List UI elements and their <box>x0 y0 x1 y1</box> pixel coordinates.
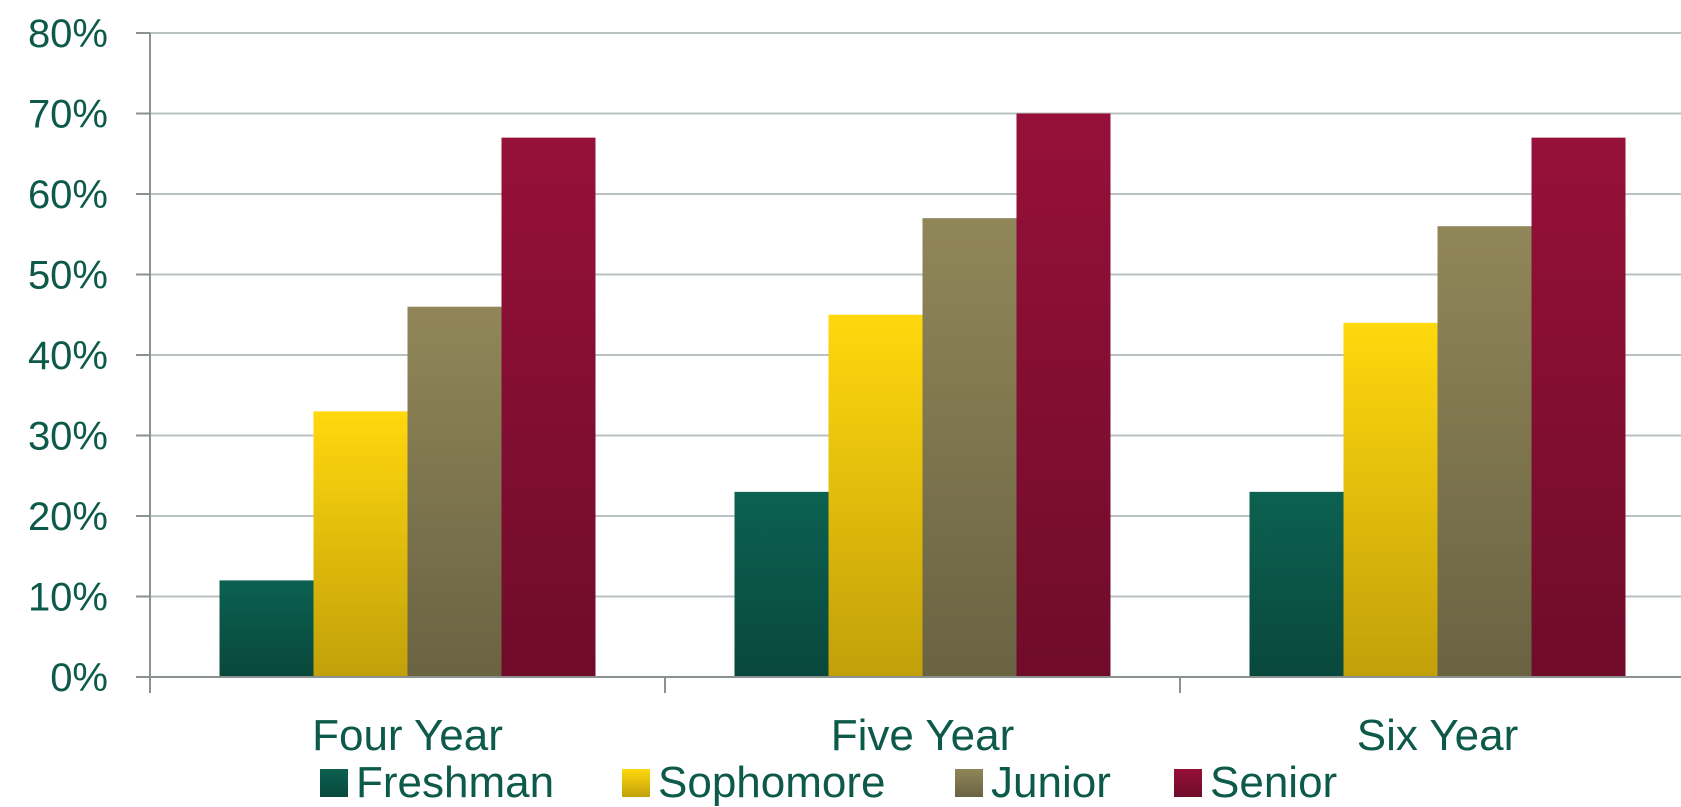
x-axis-categories: Four Year Five Year Six Year <box>312 711 1518 760</box>
bar-sophomore-five-year <box>828 314 923 677</box>
bar-freshman-six-year <box>1249 491 1344 677</box>
y-tick-label: 40% <box>28 334 108 378</box>
y-tick-label: 80% <box>28 12 108 56</box>
bar-sophomore-six-year <box>1343 322 1438 677</box>
legend-label-junior: Junior <box>991 758 1111 807</box>
x-category-label: Six Year <box>1357 711 1518 760</box>
y-tick-label: 10% <box>28 576 108 620</box>
bar-senior-four-year <box>501 137 596 677</box>
axes <box>149 33 1681 693</box>
legend-label-freshman: Freshman <box>356 758 554 807</box>
y-tick-label: 30% <box>28 415 108 459</box>
legend-swatch-sophomore <box>622 769 650 797</box>
bar-senior-six-year <box>1531 137 1626 677</box>
legend-label-sophomore: Sophomore <box>658 758 885 807</box>
x-category-label: Five Year <box>831 711 1014 760</box>
bar-junior-six-year <box>1437 226 1532 677</box>
bar-freshman-four-year <box>219 580 314 677</box>
bars <box>219 113 1626 677</box>
y-tick-label: 20% <box>28 495 108 539</box>
y-tick-label: 60% <box>28 173 108 217</box>
y-tick-label: 0% <box>50 656 108 700</box>
legend-label-senior: Senior <box>1210 758 1337 807</box>
bar-junior-four-year <box>407 306 502 677</box>
legend: Freshman Sophomore Junior Senior <box>320 758 1337 807</box>
y-tick-label: 70% <box>28 93 108 137</box>
x-category-label: Four Year <box>312 711 503 760</box>
legend-swatch-freshman <box>320 769 348 797</box>
legend-swatch-senior <box>1174 769 1202 797</box>
bar-freshman-five-year <box>734 491 829 677</box>
legend-swatch-junior <box>955 769 983 797</box>
bar-sophomore-four-year <box>313 411 408 677</box>
bar-senior-five-year <box>1016 113 1111 677</box>
y-axis-ticks: 0% 10% 20% 30% 40% 50% 60% 70% 80% <box>28 12 150 700</box>
y-tick-label: 50% <box>28 254 108 298</box>
bar-junior-five-year <box>922 218 1017 677</box>
